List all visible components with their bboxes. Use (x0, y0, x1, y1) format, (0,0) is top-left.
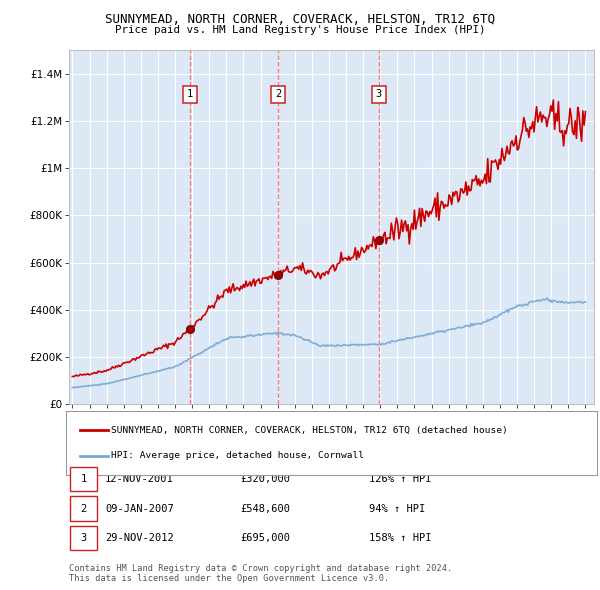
Text: 12-NOV-2001: 12-NOV-2001 (105, 474, 174, 484)
Text: 1: 1 (80, 474, 86, 484)
Text: 2: 2 (80, 504, 86, 513)
Text: 3: 3 (376, 90, 382, 99)
Text: £320,000: £320,000 (240, 474, 290, 484)
Text: 1: 1 (187, 90, 193, 99)
Text: HPI: Average price, detached house, Cornwall: HPI: Average price, detached house, Corn… (111, 451, 364, 460)
Text: Price paid vs. HM Land Registry's House Price Index (HPI): Price paid vs. HM Land Registry's House … (115, 25, 485, 35)
Text: 09-JAN-2007: 09-JAN-2007 (105, 504, 174, 513)
Text: £695,000: £695,000 (240, 533, 290, 543)
Text: £548,600: £548,600 (240, 504, 290, 513)
Text: 29-NOV-2012: 29-NOV-2012 (105, 533, 174, 543)
Text: SUNNYMEAD, NORTH CORNER, COVERACK, HELSTON, TR12 6TQ (detached house): SUNNYMEAD, NORTH CORNER, COVERACK, HELST… (111, 426, 508, 435)
Text: 94% ↑ HPI: 94% ↑ HPI (369, 504, 425, 513)
Text: 126% ↑ HPI: 126% ↑ HPI (369, 474, 431, 484)
Text: 3: 3 (80, 533, 86, 543)
Text: SUNNYMEAD, NORTH CORNER, COVERACK, HELSTON, TR12 6TQ: SUNNYMEAD, NORTH CORNER, COVERACK, HELST… (105, 13, 495, 26)
Text: 158% ↑ HPI: 158% ↑ HPI (369, 533, 431, 543)
Text: Contains HM Land Registry data © Crown copyright and database right 2024.
This d: Contains HM Land Registry data © Crown c… (69, 563, 452, 583)
Text: 2: 2 (275, 90, 281, 99)
